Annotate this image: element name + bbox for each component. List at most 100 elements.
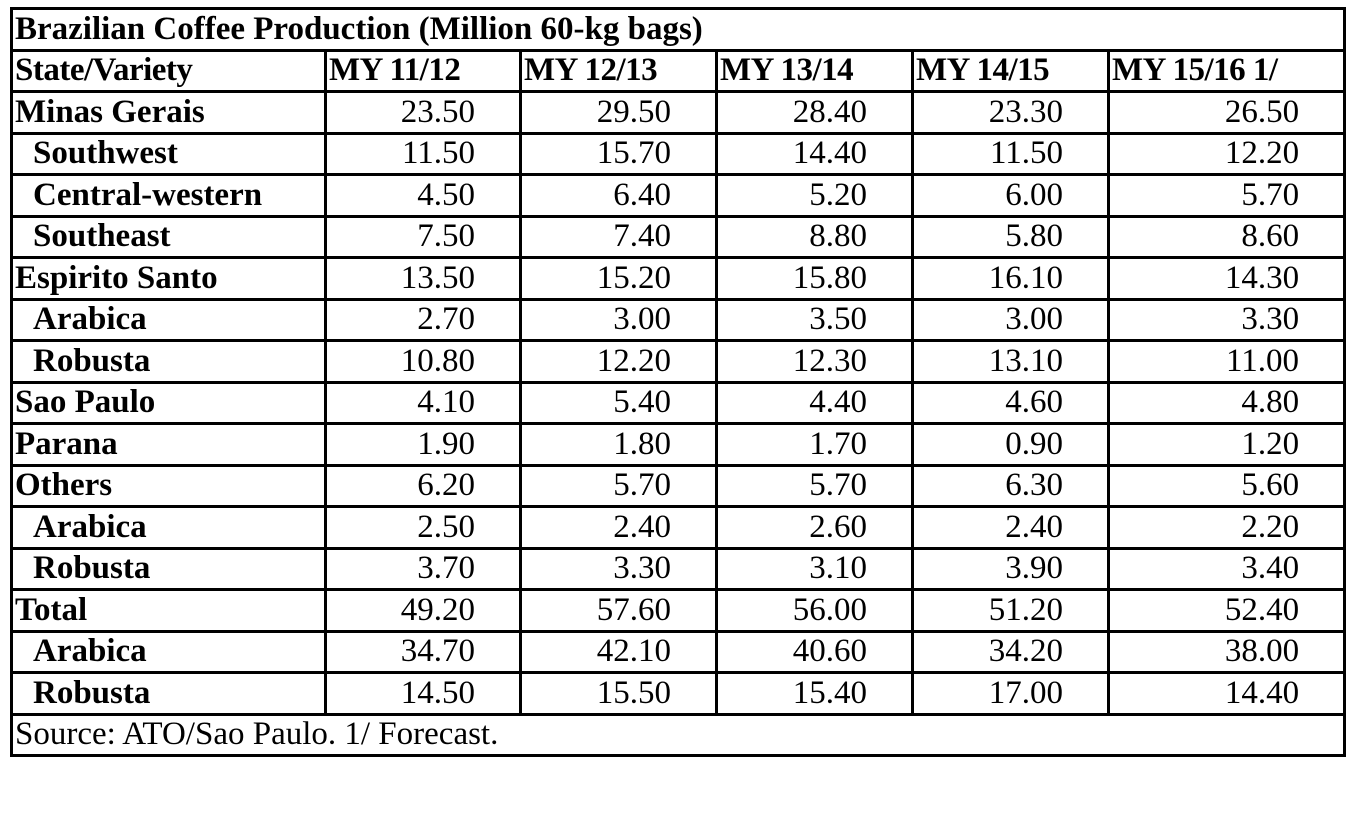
table-cell: 6.20	[324, 463, 522, 508]
table-cell: 42.10	[519, 629, 718, 674]
table-cell: 5.70	[715, 463, 914, 508]
table-cell: 7.50	[324, 214, 522, 259]
table-row: Arabica 2.70 3.00 3.50 3.00 3.30	[10, 297, 1347, 342]
table-cell: 5.80	[911, 214, 1110, 259]
table-cell: 3.70	[324, 546, 522, 591]
table-cell: 3.30	[519, 546, 718, 591]
table-cell: 26.50	[1106, 90, 1347, 135]
table-cell: 1.80	[519, 422, 718, 467]
table-cell: 40.60	[715, 629, 914, 674]
table-cell: 3.00	[911, 297, 1110, 342]
table-cell: 16.10	[911, 256, 1110, 301]
table-cell: 2.40	[519, 505, 718, 550]
table-cell: 6.40	[519, 173, 718, 218]
column-header: MY 13/14	[715, 48, 914, 93]
row-label-sub: Arabica	[10, 629, 327, 674]
table-cell: 4.10	[324, 380, 522, 425]
table-cell: 28.40	[715, 90, 914, 135]
table-row: Others 6.20 5.70 5.70 6.30 5.60	[10, 463, 1347, 508]
table-cell: 51.20	[911, 588, 1110, 633]
source-footnote: Source: ATO/Sao Paulo. 1/ Forecast.	[9, 712, 1347, 757]
column-header: State/Variety	[10, 48, 327, 93]
row-label: Total	[10, 588, 327, 633]
table-cell: 14.40	[715, 131, 914, 176]
table-cell: 8.60	[1106, 214, 1347, 259]
table-cell: 6.00	[911, 173, 1110, 218]
header-row: State/Variety MY 11/12 MY 12/13 MY 13/14…	[10, 48, 1347, 93]
table-cell: 0.90	[911, 422, 1110, 467]
row-label: Espirito Santo	[10, 256, 327, 301]
row-label-sub: Robusta	[10, 339, 327, 384]
table-cell: 4.80	[1106, 380, 1347, 425]
table-cell: 5.40	[519, 380, 718, 425]
table-cell: 2.50	[324, 505, 522, 550]
row-label: Parana	[10, 422, 327, 467]
table-cell: 2.70	[324, 297, 522, 342]
table-cell: 6.30	[911, 463, 1110, 508]
table-cell: 15.40	[715, 671, 914, 716]
table-row: Minas Gerais 23.50 29.50 28.40 23.30 26.50	[10, 90, 1347, 135]
table-cell: 8.80	[715, 214, 914, 259]
row-label-sub: Arabica	[10, 505, 327, 550]
table-cell: 34.20	[911, 629, 1110, 674]
table-cell: 14.50	[324, 671, 522, 716]
table-cell: 12.20	[519, 339, 718, 384]
table-cell: 1.20	[1106, 422, 1347, 467]
table-row: Robusta 3.70 3.30 3.10 3.90 3.40	[10, 546, 1347, 591]
table-cell: 4.40	[715, 380, 914, 425]
table-row: Southwest 11.50 15.70 14.40 11.50 12.20	[10, 131, 1347, 176]
column-header: MY 14/15	[911, 48, 1110, 93]
table-cell: 1.90	[324, 422, 522, 467]
table-cell: 15.50	[519, 671, 718, 716]
table-cell: 57.60	[519, 588, 718, 633]
table-cell: 15.80	[715, 256, 914, 301]
table-cell: 5.60	[1106, 463, 1347, 508]
table-cell: 4.50	[324, 173, 522, 218]
table-cell: 15.20	[519, 256, 718, 301]
table-cell: 34.70	[324, 629, 522, 674]
table-cell: 49.20	[324, 588, 522, 633]
table-cell: 11.50	[324, 131, 522, 176]
table-row: Robusta 14.50 15.50 15.40 17.00 14.40	[10, 671, 1347, 716]
table-cell: 52.40	[1106, 588, 1347, 633]
table-row: Sao Paulo 4.10 5.40 4.40 4.60 4.80	[10, 380, 1347, 425]
table-cell: 12.30	[715, 339, 914, 384]
table-cell: 2.60	[715, 505, 914, 550]
table-cell: 12.20	[1106, 131, 1347, 176]
column-header: MY 15/16 1/	[1106, 48, 1347, 93]
table-cell: 10.80	[324, 339, 522, 384]
row-label-sub: Central-western	[10, 173, 327, 218]
table-cell: 15.70	[519, 131, 718, 176]
table-cell: 17.00	[911, 671, 1110, 716]
table-cell: 11.50	[911, 131, 1110, 176]
row-label-sub: Robusta	[10, 546, 327, 591]
row-label-sub: Southwest	[10, 131, 327, 176]
table-cell: 5.20	[715, 173, 914, 218]
column-header: MY 12/13	[519, 48, 718, 93]
table-cell: 13.10	[911, 339, 1110, 384]
table-row: Espirito Santo 13.50 15.20 15.80 16.10 14.30	[10, 256, 1347, 301]
table-cell: 3.30	[1106, 297, 1347, 342]
row-label: Minas Gerais	[10, 90, 327, 135]
table-row: Parana 1.90 1.80 1.70 0.90 1.20	[10, 422, 1347, 467]
coffee-production-table: Brazilian Coffee Production (Million 60-…	[9, 7, 1347, 757]
row-label-sub: Southeast	[10, 214, 327, 259]
table-row: Total 49.20 57.60 56.00 51.20 52.40	[10, 588, 1347, 633]
table-cell: 13.50	[324, 256, 522, 301]
table-cell: 1.70	[715, 422, 914, 467]
table-cell: 5.70	[519, 463, 718, 508]
table-cell: 3.50	[715, 297, 914, 342]
table-cell: 14.30	[1106, 256, 1347, 301]
table-row: Central-western 4.50 6.40 5.20 6.00 5.70	[10, 173, 1347, 218]
row-label-sub: Robusta	[10, 671, 327, 716]
table-cell: 3.10	[715, 546, 914, 591]
table-cell: 2.40	[911, 505, 1110, 550]
row-label: Sao Paulo	[10, 380, 327, 425]
table-cell: 11.00	[1106, 339, 1347, 384]
table-title: Brazilian Coffee Production (Million 60-…	[9, 7, 1347, 52]
table-row: Arabica 2.50 2.40 2.60 2.40 2.20	[10, 505, 1347, 550]
row-label-sub: Arabica	[10, 297, 327, 342]
table-row: Southeast 7.50 7.40 8.80 5.80 8.60	[10, 214, 1347, 259]
table-cell: 56.00	[715, 588, 914, 633]
footnote-row: Source: ATO/Sao Paulo. 1/ Forecast.	[9, 712, 1347, 757]
